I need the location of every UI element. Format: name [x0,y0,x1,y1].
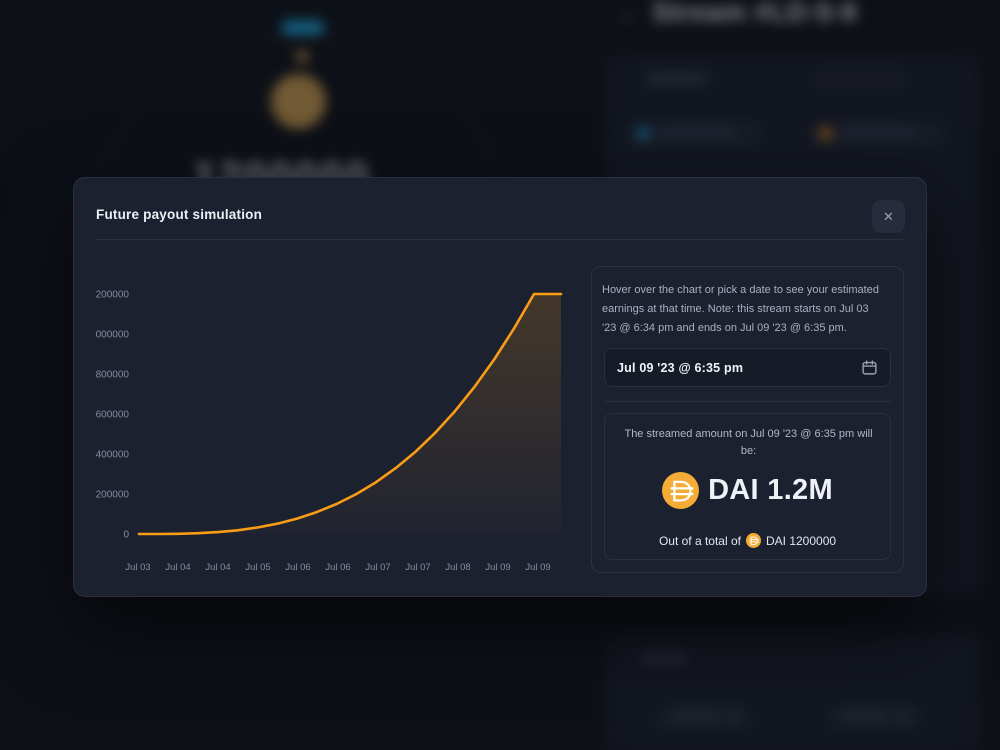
calendar-icon[interactable] [861,359,878,376]
date-picker-value: Jul 09 '23 @ 6:35 pm [617,360,744,375]
attributes-label-blur [646,72,708,85]
simulation-panel: Hover over the chart or pick a date to s… [591,266,904,573]
x-tick-label: Jul 07 [365,562,390,573]
x-tick-label: Jul 08 [445,562,470,573]
payout-chart[interactable]: 0 200000 400000 600000 800000 1000000 1200000 J… [90,271,586,581]
x-tick-label: Jul 05 [245,562,270,573]
x-tick-label: Jul 06 [325,562,350,573]
x-tick-label: Jul 09 [485,562,510,573]
dai-token-icon-small [746,533,761,548]
x-tick-label: Jul 09 [525,562,550,573]
action-button-blur [824,703,924,729]
dai-token-icon [662,472,700,509]
y-tick-label: 1000000 [96,330,129,341]
y-tick-label: 600000 [96,410,129,421]
row-divider [620,615,970,616]
x-tick-label: Jul 04 [205,562,230,573]
stream-date-badge [281,20,325,35]
simulation-help-text: Hover over the chart or pick a date to s… [602,284,879,334]
actions-label-blur [640,653,688,664]
stream-marker-dot [296,50,309,63]
total-prefix: Out of a total of [658,533,741,548]
x-tick-label: Jul 03 [125,562,150,573]
back-arrow-icon: ← [616,0,638,25]
y-tick-label: 200000 [96,490,129,501]
y-tick-label: 800000 [96,370,129,381]
button-text-blur [840,712,890,720]
modal-title: Future payout simulation [96,207,263,222]
y-tick-label: 1200000 [96,290,129,301]
sender-address-blur [658,129,736,137]
recipient-pill [806,118,948,148]
sender-token-icon [637,126,650,140]
payout-chart-svg[interactable]: 0 200000 400000 600000 800000 1000000 1200000 J… [90,271,586,581]
dai-logo-blurred [271,74,326,129]
y-tick-label: 400000 [96,450,129,461]
streamed-area-fill [139,294,561,534]
x-tick-label: Jul 07 [405,562,430,573]
header-divider [96,239,904,240]
action-button-blur [654,703,754,729]
actions-card [605,634,980,750]
button-text-blur [670,712,720,720]
streamed-amount-value: DAI 1.2M [708,474,833,506]
row-divider [620,603,970,604]
edge-toast [0,185,8,219]
button-icon-blur [727,710,738,722]
streamed-line [137,292,563,536]
x-tick-label: Jul 04 [165,562,190,573]
result-box: The streamed amount on Jul 09 '23 @ 6:35… [604,413,891,560]
stream-page-title: Stream #LD-5-9 [652,0,858,27]
recipient-token-icon [819,126,832,140]
x-tick-label: Jul 06 [285,562,310,573]
button-icon-blur [897,710,908,722]
result-amount-row: DAI 1.2M [605,472,890,509]
recipient-address-blur [840,129,918,137]
result-caption: The streamed amount on Jul 09 '23 @ 6:35… [624,428,873,457]
sender-pill [624,118,766,148]
future-payout-modal: Future payout simulation ✕ 0 200000 400000… [73,177,927,597]
y-tick-label: 0 [123,530,129,541]
close-button[interactable]: ✕ [872,200,905,233]
result-total-row: Out of a total of DAI 1200000 [605,533,890,548]
explorer-link-blur [814,75,909,84]
total-suffix: DAI 1200000 [766,533,837,548]
nav-fragment [148,5,174,19]
arrow-between-blur [782,131,794,135]
date-picker-input[interactable]: Jul 09 '23 @ 6:35 pm [604,348,891,387]
panel-divider [604,401,891,402]
